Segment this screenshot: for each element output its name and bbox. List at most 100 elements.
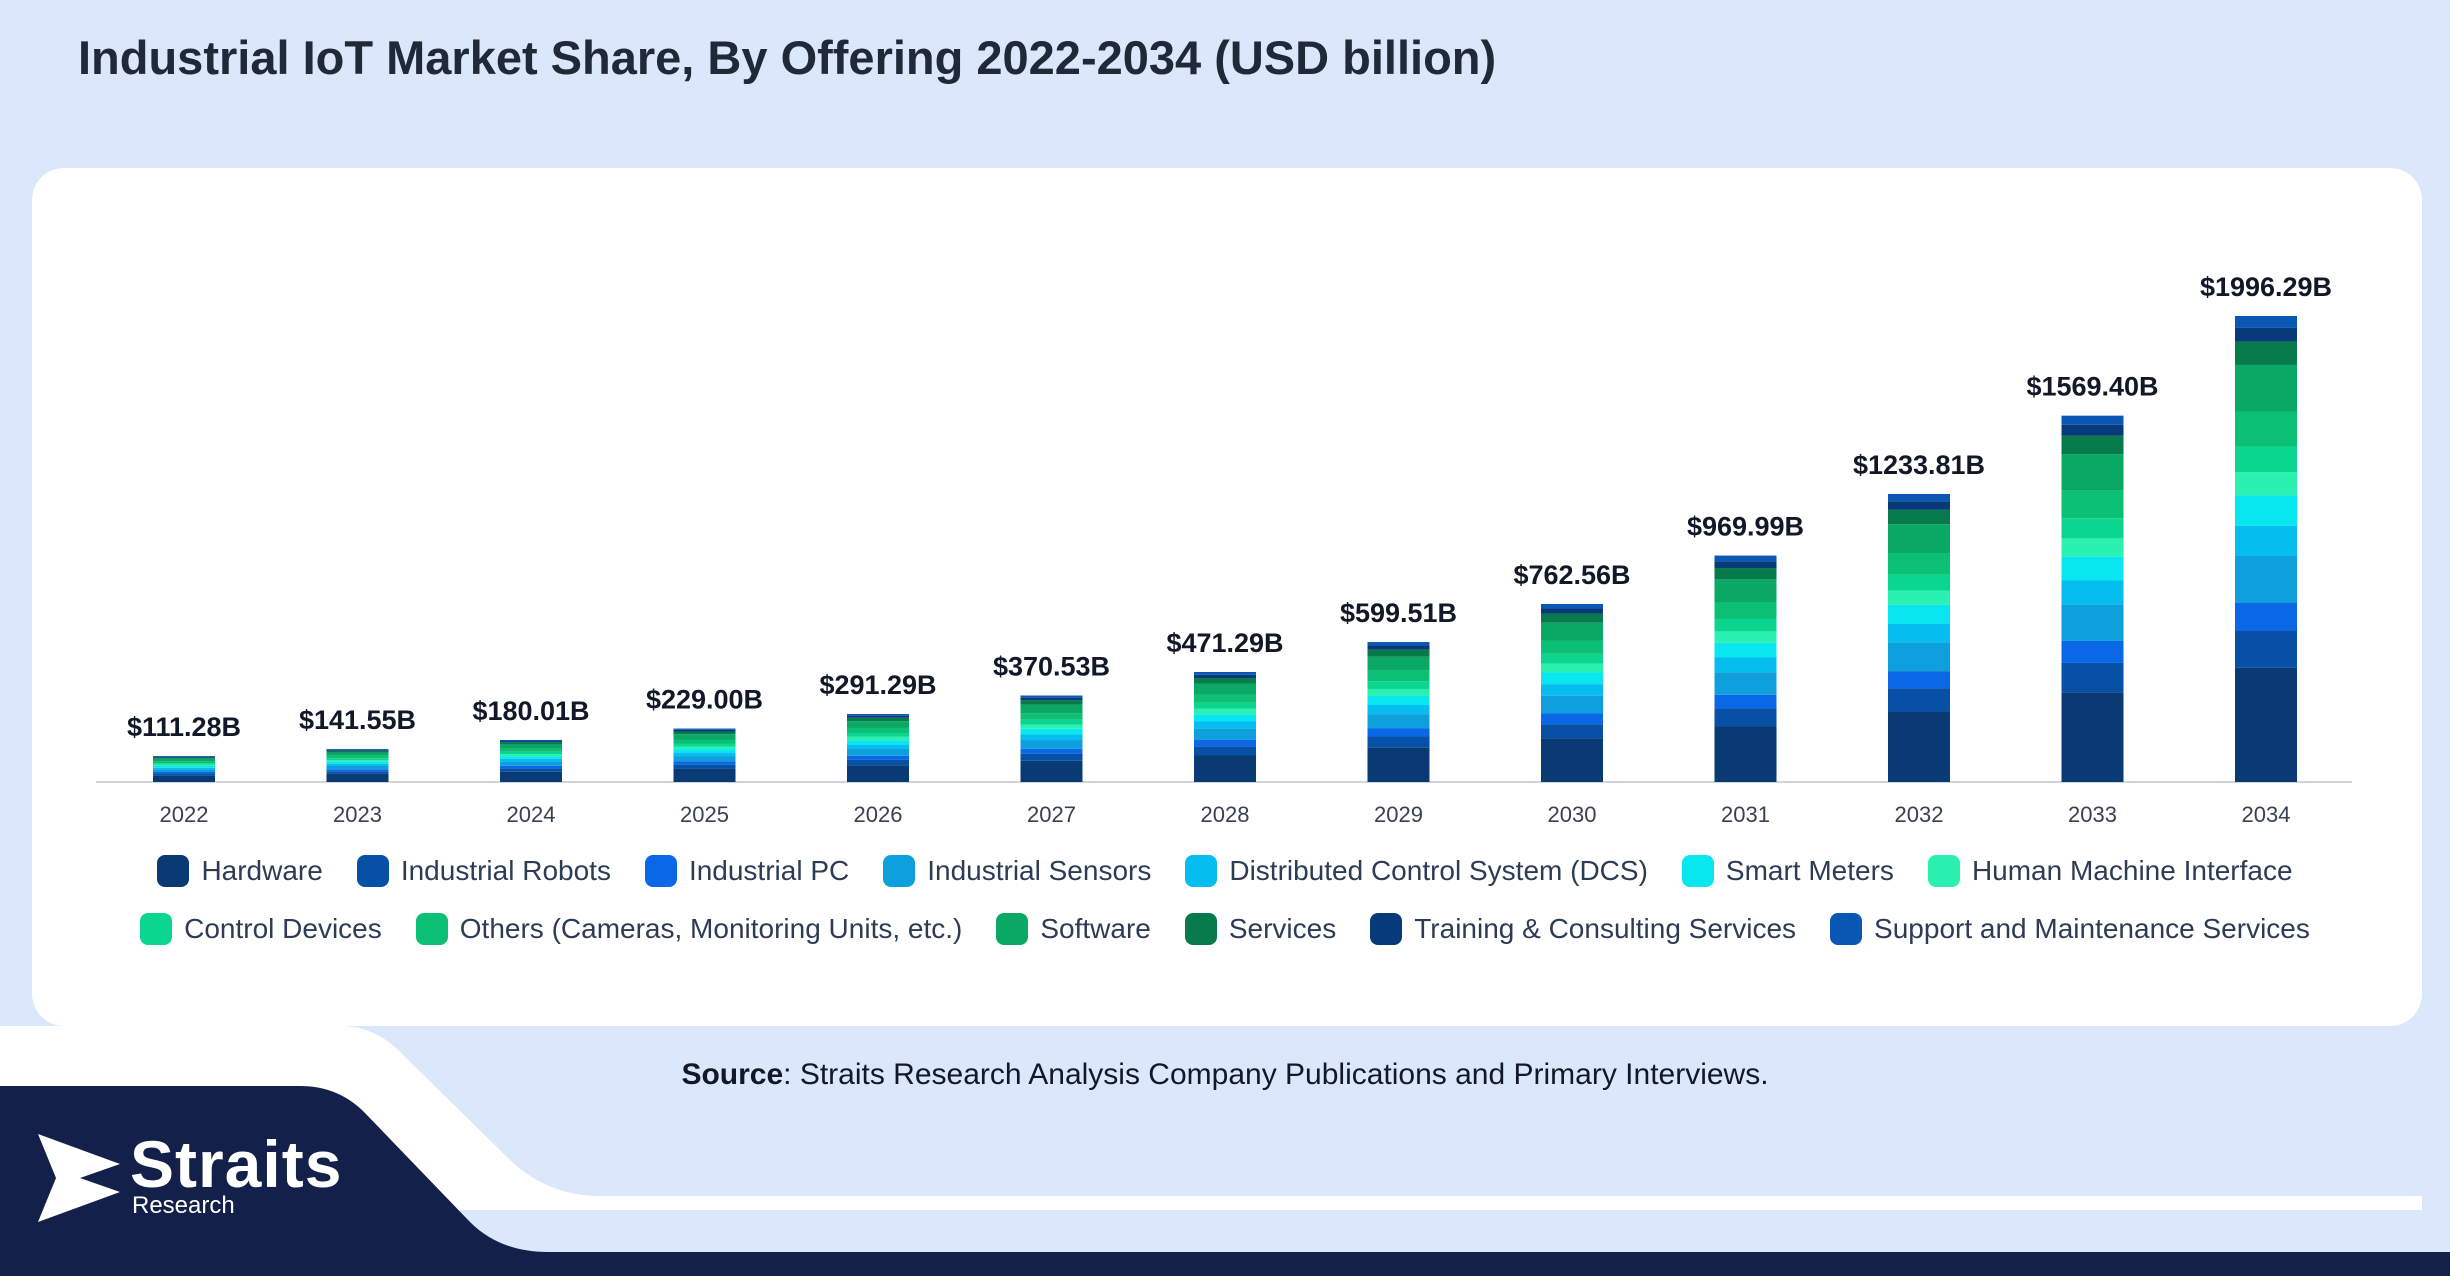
bar-segment-2024-6 <box>500 756 562 759</box>
legend-swatch <box>415 913 448 945</box>
bar-segment-2034-2 <box>2235 630 2297 668</box>
source-text: : Straits Research Analysis Company Publ… <box>783 1058 1769 1091</box>
bar-segment-2027-2 <box>1020 753 1083 761</box>
total-label-2027: $370.53B <box>993 652 1110 682</box>
legend-item[interactable]: Smart Meters <box>1681 855 1894 887</box>
bar-segment-2028-7 <box>1194 708 1256 715</box>
total-label-2034: $1996.29B <box>2200 272 2332 302</box>
straits-logo: Straits Research <box>38 1127 368 1230</box>
bar-segment-2025-1 <box>673 768 736 782</box>
bar-segment-2022-2 <box>153 773 215 776</box>
bar-segment-2033-7 <box>2061 538 2124 557</box>
legend-item[interactable]: Industrial Sensors <box>883 855 1151 887</box>
bar-segment-2029-3 <box>1367 728 1430 737</box>
legend-swatch <box>1927 855 1960 887</box>
bar-segment-2022-5 <box>153 767 215 770</box>
bar-segment-2033-11 <box>2061 435 2124 455</box>
bar-segment-2028-1 <box>1194 755 1256 782</box>
legend-item[interactable]: Industrial PC <box>644 855 849 887</box>
bar-segment-2024-11 <box>500 742 562 745</box>
bar-segment-2025-10 <box>673 734 736 740</box>
legend-item[interactable]: Training & Consulting Services <box>1370 913 1796 945</box>
legend-swatch <box>157 855 190 887</box>
bar-segment-2033-3 <box>2061 640 2124 663</box>
bar-segment-2031-5 <box>1714 657 1777 673</box>
bar-segment-2034-7 <box>2235 472 2297 496</box>
bar-segment-2022-8 <box>153 763 215 765</box>
bar-segment-2026-6 <box>847 740 909 745</box>
bar-segment-2032-3 <box>1888 671 1950 689</box>
legend-label: Training & Consulting Services <box>1414 913 1797 944</box>
bars-group <box>153 316 2297 782</box>
footer-band <box>0 1086 2450 1276</box>
bar-segment-2025-12 <box>673 729 736 732</box>
legend-item[interactable]: Services <box>1184 913 1337 945</box>
bar-segment-2032-9 <box>1888 553 1950 575</box>
total-label-2029: $599.51B <box>1340 598 1457 628</box>
bar-segment-2031-10 <box>1714 579 1777 602</box>
bar-segment-2032-8 <box>1888 574 1950 591</box>
bar-segment-2029-5 <box>1367 705 1430 715</box>
bar-segment-2023-10 <box>326 752 389 756</box>
total-label-2032: $1233.81B <box>1853 450 1985 480</box>
bar-segment-2030-8 <box>1541 653 1603 664</box>
bar-segment-2032-4 <box>1888 642 1950 672</box>
bar-segment-2030-12 <box>1541 608 1603 614</box>
legend-label: Support and Maintenance Services <box>1874 913 2310 944</box>
legend-label: Others (Cameras, Monitoring Units, etc.) <box>459 913 963 944</box>
bar-segment-2029-1 <box>1367 747 1430 782</box>
bar-segment-2023-12 <box>326 749 389 751</box>
legend-label: Services <box>1228 913 1337 944</box>
legend-item[interactable]: Industrial Robots <box>356 855 611 887</box>
legend-item[interactable]: Software <box>996 913 1151 945</box>
legend-item[interactable]: Control Devices <box>140 913 382 945</box>
bar-segment-2026-12 <box>847 715 909 718</box>
bar-segment-2028-11 <box>1194 678 1256 684</box>
legend-item[interactable]: Distributed Control System (DCS) <box>1185 855 1648 887</box>
bar-segment-2027-12 <box>1020 697 1083 701</box>
bar-segment-2033-6 <box>2061 556 2124 581</box>
bar-segment-2026-13 <box>847 714 909 716</box>
bar-segment-2031-12 <box>1714 561 1777 569</box>
legend-item[interactable]: Human Machine Interface <box>1927 855 2293 887</box>
bar-segment-2024-13 <box>500 739 562 742</box>
chart-card <box>32 168 2422 1026</box>
bar-segment-2029-7 <box>1367 688 1430 696</box>
bar-segment-2029-2 <box>1367 736 1430 748</box>
bar-segment-2032-2 <box>1888 688 1950 712</box>
bar-segment-2034-5 <box>2235 525 2297 556</box>
bar-segment-2029-4 <box>1367 714 1430 729</box>
legend-item[interactable]: Others (Cameras, Monitoring Units, etc.) <box>415 913 963 945</box>
logo-sub: Research <box>132 1192 235 1219</box>
bar-segment-2034-9 <box>2235 411 2297 447</box>
bar-segment-2025-11 <box>673 731 736 735</box>
x-tick-label-2033: 2033 <box>2068 802 2117 827</box>
bar-segment-2025-3 <box>673 761 736 765</box>
bar-segment-2022-3 <box>153 772 215 774</box>
bar-segment-2022-10 <box>153 758 215 762</box>
bar-segment-2027-9 <box>1020 713 1083 720</box>
bar-segment-2022-7 <box>153 764 215 767</box>
bar-segment-2024-10 <box>500 744 562 749</box>
bar-segment-2028-5 <box>1194 721 1256 729</box>
legend-swatch <box>1184 913 1217 945</box>
legend-item[interactable]: Support and Maintenance Services <box>1830 913 2310 945</box>
legend-swatch <box>1185 855 1218 887</box>
bar-segment-2025-13 <box>673 728 736 730</box>
legend-item[interactable]: Hardware <box>157 855 323 887</box>
bar-segment-2032-5 <box>1888 623 1950 643</box>
bar-segment-2023-13 <box>326 748 389 750</box>
bar-segment-2022-11 <box>153 757 215 759</box>
bar-segment-2025-5 <box>673 752 736 757</box>
bar-segment-2023-6 <box>326 761 389 764</box>
bar-segment-2026-10 <box>847 721 909 728</box>
bar-segment-2027-5 <box>1020 734 1083 741</box>
bar-segment-2024-3 <box>500 765 562 769</box>
bar-segment-2022-1 <box>153 775 215 782</box>
bar-segment-2028-4 <box>1194 728 1256 740</box>
bar-segment-2030-4 <box>1541 695 1603 714</box>
bar-segment-2028-6 <box>1194 714 1256 722</box>
bar-segment-2034-10 <box>2235 364 2297 412</box>
x-tick-label-2027: 2027 <box>1027 802 1076 827</box>
